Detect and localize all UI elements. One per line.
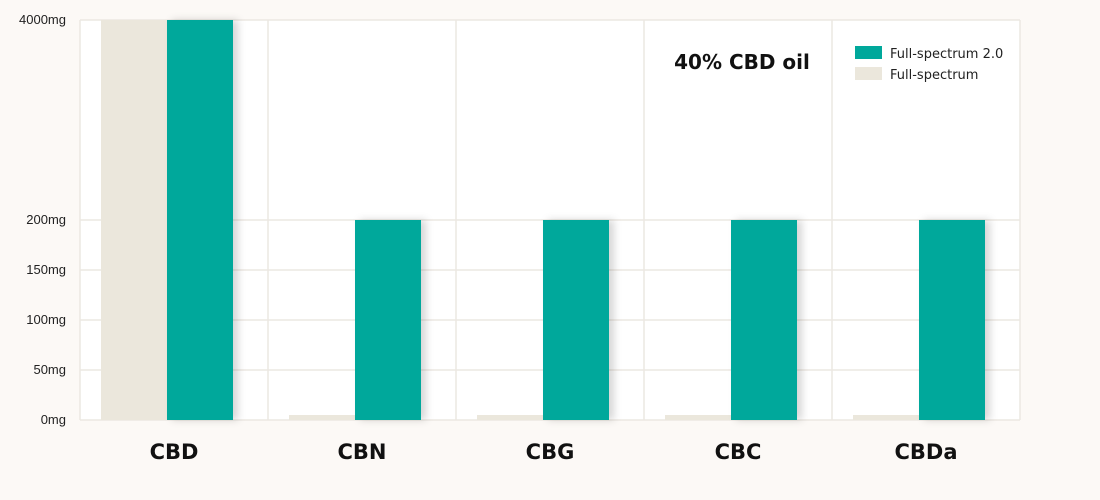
bar-full-spectrum-cbc <box>665 415 731 420</box>
bar-full-spectrum-cbda <box>853 415 919 420</box>
bar-full-spectrum-cbn <box>289 415 355 420</box>
y-tick-label: 100mg <box>26 312 66 327</box>
x-tick-label: CBD <box>150 440 199 464</box>
bar-full-spectrum-cbd <box>101 20 167 420</box>
bar-full-spectrum-2-0-cbc <box>731 220 797 420</box>
x-tick-label: CBN <box>338 440 387 464</box>
bars <box>101 20 985 420</box>
y-tick-label: 4000mg <box>19 12 66 27</box>
bar-full-spectrum-2-0-cbg <box>543 220 609 420</box>
x-tick-label: CBC <box>715 440 762 464</box>
x-tick-label: CBG <box>526 440 575 464</box>
y-tick-label: 0mg <box>41 412 66 427</box>
bar-full-spectrum-2-0-cbda <box>919 220 985 420</box>
y-tick-label: 50mg <box>33 362 66 377</box>
legend-label: Full-spectrum <box>890 68 978 83</box>
legend-label: Full-spectrum 2.0 <box>890 47 1003 62</box>
chart-title: 40% CBD oil <box>674 50 810 74</box>
x-axis: CBD CBN CBG CBC CBDa <box>150 440 958 464</box>
bar-full-spectrum-2-0-cbn <box>355 220 421 420</box>
y-tick-label: 200mg <box>26 212 66 227</box>
legend: Full-spectrum 2.0 Full-spectrum <box>855 46 1003 83</box>
legend-swatch <box>855 67 882 80</box>
y-tick-label: 150mg <box>26 262 66 277</box>
legend-swatch <box>855 46 882 59</box>
y-axis: 0mg 50mg 100mg 150mg 200mg 4000mg <box>19 12 66 427</box>
bar-full-spectrum-cbg <box>477 415 543 420</box>
bar-full-spectrum-2-0-cbd <box>167 20 233 420</box>
x-tick-label: CBDa <box>894 440 957 464</box>
